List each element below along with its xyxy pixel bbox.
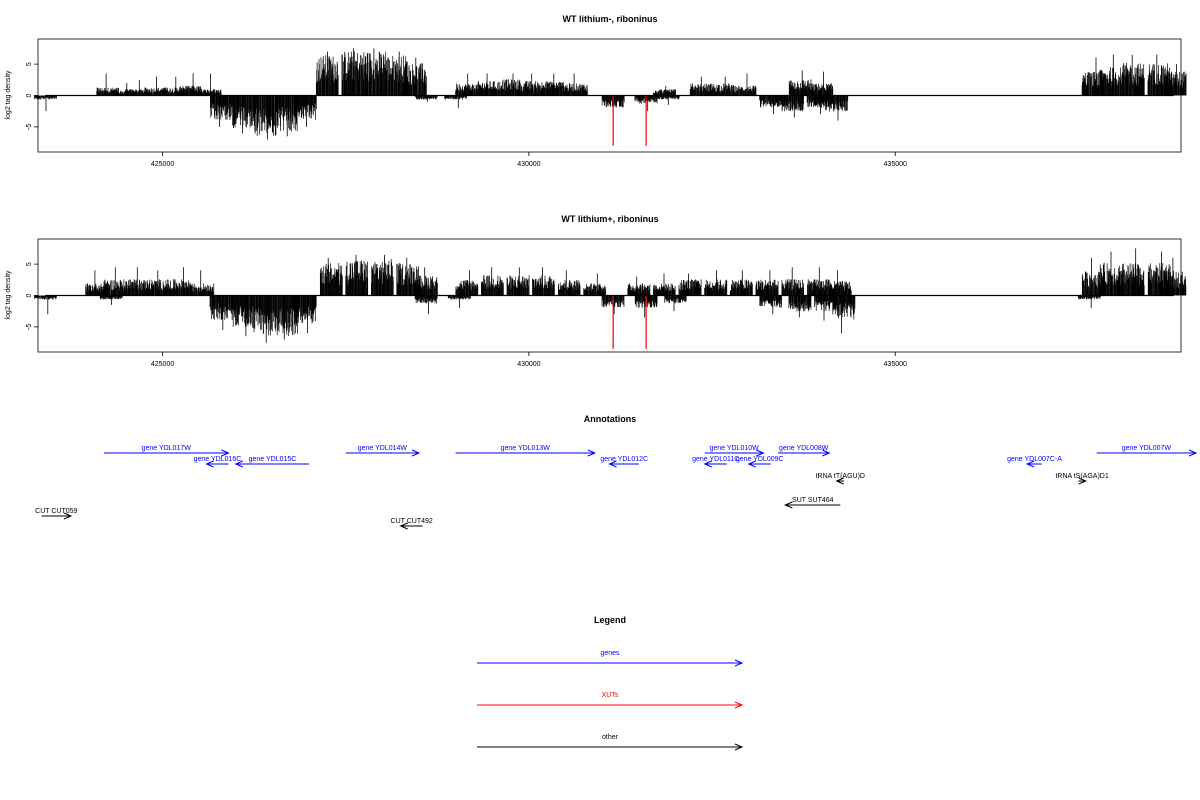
coverage-segment xyxy=(477,73,501,96)
panel-title: WT lithium+, riboninus xyxy=(561,214,658,224)
coverage-segment xyxy=(253,95,277,140)
coverage-segment xyxy=(481,267,504,296)
coverage-segment xyxy=(275,95,299,137)
coverage-segment xyxy=(1122,248,1145,296)
coverage-segment xyxy=(506,267,530,296)
y-axis: 5 0 -5 xyxy=(26,62,38,130)
coverage-segment xyxy=(499,73,522,96)
coverage-segment xyxy=(583,273,607,296)
coverage-segment xyxy=(689,76,713,96)
coverage-segment xyxy=(729,270,753,296)
coverage-segment xyxy=(294,295,317,334)
coverage-segment xyxy=(231,295,255,337)
coverage-segment xyxy=(807,267,830,296)
coverage-segment xyxy=(825,95,849,121)
coverage-segment xyxy=(558,270,581,296)
coverage-segment xyxy=(704,270,728,296)
coverage-segment xyxy=(414,95,438,102)
coverage-segment xyxy=(294,95,317,127)
coverage-segment xyxy=(781,267,804,296)
x-tick-label: 430000 xyxy=(517,161,540,168)
coverage-segment xyxy=(733,73,757,96)
y-axis-label: log2 tag density xyxy=(5,70,12,120)
y-tick-label: 0 xyxy=(26,93,33,97)
coverage-segment xyxy=(1163,257,1187,296)
coverage-segment xyxy=(810,71,834,96)
coverage-segment xyxy=(371,254,394,296)
coverage-segment xyxy=(455,270,479,296)
coverage-segment xyxy=(1163,64,1187,96)
coverage-segment xyxy=(209,295,233,330)
coverage-segment xyxy=(319,257,343,296)
coverage-segment xyxy=(447,295,471,309)
coverage-bars xyxy=(34,48,1187,146)
coverage-segment xyxy=(455,73,478,96)
coverage-segment xyxy=(678,273,702,296)
y-tick-label: -5 xyxy=(26,124,33,130)
coverage-segment xyxy=(653,86,676,96)
coverage-segment xyxy=(1099,251,1123,296)
x-tick-label: 435000 xyxy=(884,161,907,168)
coverage-segment xyxy=(755,270,779,296)
panel-wt-lithium-minus: WT lithium-, riboninus log2 tag density … xyxy=(5,14,1187,168)
coverage-segment xyxy=(656,95,680,105)
coverage-segment xyxy=(179,73,202,96)
coverage-segment xyxy=(414,295,438,315)
coverage-segment xyxy=(315,51,339,96)
coverage-segment xyxy=(1099,54,1123,96)
coverage-segment xyxy=(414,267,438,296)
coverage-segment xyxy=(521,73,544,96)
y-axis-label: log2 tag density xyxy=(5,270,12,320)
coverage-segment xyxy=(664,295,687,312)
coverage-segment xyxy=(565,73,588,96)
coverage-segment xyxy=(1121,54,1145,96)
coverage-segment xyxy=(147,270,171,296)
coverage-segment xyxy=(829,270,852,296)
coverage-segment xyxy=(788,70,812,96)
coverage-segment xyxy=(363,48,387,96)
coverage-segment xyxy=(1081,57,1105,96)
y-tick-label: 5 xyxy=(26,62,33,66)
x-axis: 425000 430000 435000 xyxy=(151,152,907,168)
coverage-segment xyxy=(601,295,625,315)
coverage-segment xyxy=(345,254,369,296)
coverage-segment xyxy=(404,57,427,96)
coverage-segment xyxy=(396,257,420,296)
coverage-segment xyxy=(103,267,127,296)
coverage-segment xyxy=(627,276,651,296)
coverage-segment xyxy=(341,48,365,96)
coverage-segment xyxy=(759,295,782,315)
coverage-segment xyxy=(532,267,555,296)
coverage-segment xyxy=(759,95,782,115)
panel-title: WT lithium-, riboninus xyxy=(563,14,658,24)
coverage-segment xyxy=(231,95,255,134)
coverage-segment xyxy=(444,95,468,109)
panel-wt-lithium-plus: WT lithium+, riboninus log2 tag density … xyxy=(5,214,1187,368)
coverage-segment xyxy=(653,273,676,296)
coverage-segment xyxy=(199,73,222,96)
coverage-segment xyxy=(781,95,804,118)
coverage-segment xyxy=(99,295,123,305)
coverage-segment xyxy=(191,270,215,296)
coverage-segment xyxy=(253,295,277,343)
coverage-segment xyxy=(543,73,566,96)
coverage-segment xyxy=(210,95,233,127)
coverage-segment xyxy=(125,267,149,296)
x-tick-label: 425000 xyxy=(151,161,174,168)
coverage-segment xyxy=(711,76,735,96)
coverage-segment xyxy=(169,267,193,296)
coverage-bars xyxy=(34,248,1187,349)
